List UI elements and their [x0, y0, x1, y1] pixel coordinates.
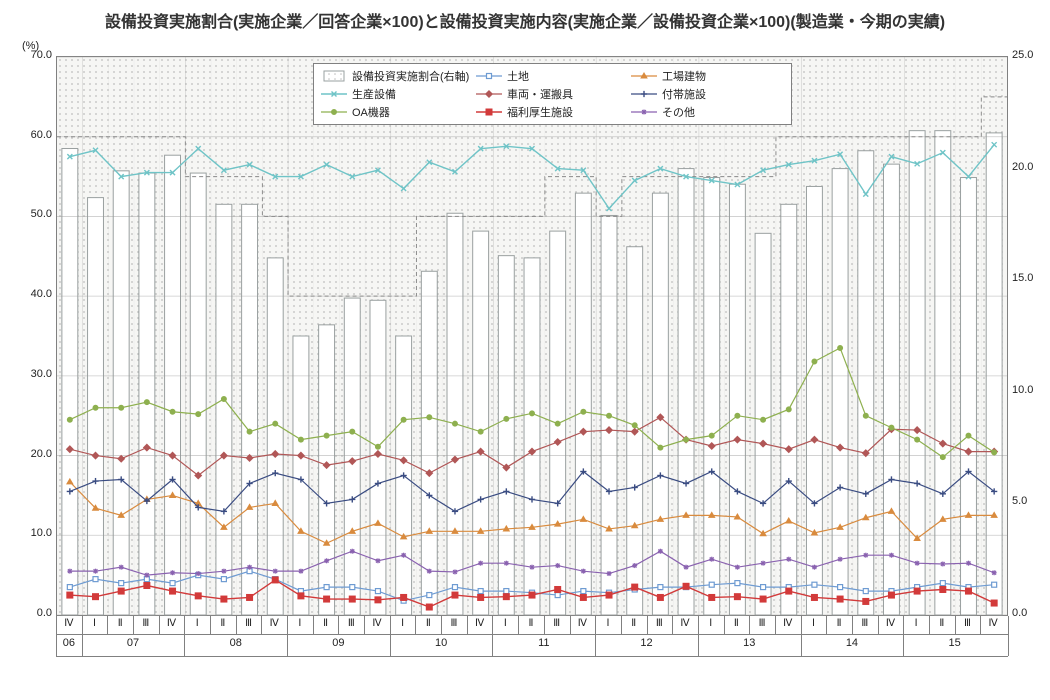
x-quarter-label: Ⅰ: [709, 618, 712, 629]
x-quarter-label: Ⅱ: [631, 618, 636, 629]
x-quarter-label: Ⅲ: [759, 618, 766, 629]
y-left-tick: 10.0: [12, 527, 52, 539]
lines-layer: [57, 57, 1007, 615]
y-right-tick: 25.0: [1012, 49, 1050, 61]
y-left-tick: 50.0: [12, 208, 52, 220]
y-left-tick: 20.0: [12, 448, 52, 460]
x-quarter-label: Ⅳ: [372, 618, 381, 629]
legend-item-production: 生産設備: [320, 85, 475, 103]
x-quarter-label: Ⅰ: [401, 618, 404, 629]
legend-item-other: その他: [630, 103, 785, 121]
y-left-tick: 30.0: [12, 368, 52, 380]
x-year-label: 11: [538, 637, 549, 649]
x-quarter-label: Ⅱ: [426, 618, 431, 629]
y-right-tick: 0.0: [1012, 607, 1050, 619]
x-quarter-label: Ⅱ: [837, 618, 842, 629]
x-year-label: 09: [332, 637, 344, 649]
x-quarter-label: Ⅰ: [93, 618, 96, 629]
y-left-tick: 0.0: [12, 607, 52, 619]
x-quarter-label: Ⅲ: [861, 618, 868, 629]
x-year-label: 13: [743, 637, 755, 649]
x-quarter-label: Ⅳ: [680, 618, 689, 629]
x-year-label: 08: [230, 637, 242, 649]
y-left-tick: 70.0: [12, 49, 52, 61]
x-quarter-label: Ⅱ: [323, 618, 328, 629]
x-quarter-label: Ⅲ: [142, 618, 149, 629]
chart-container: 設備投資実施割合(実施企業／回答企業×100)と設備投資実施内容(実施企業／設備…: [0, 0, 1050, 700]
x-quarter-label: Ⅲ: [348, 618, 355, 629]
x-quarter-label: Ⅲ: [553, 618, 560, 629]
x-quarter-label: Ⅱ: [118, 618, 123, 629]
legend-item-bar: 設備投資実施割合(右軸): [320, 67, 475, 85]
x-quarter-label: Ⅱ: [529, 618, 534, 629]
y-right-tick: 10.0: [1012, 384, 1050, 396]
x-year-label: 10: [435, 637, 447, 649]
legend-item-land: 土地: [475, 67, 630, 85]
x-quarter-label: Ⅰ: [607, 618, 610, 629]
chart-title: 設備投資実施割合(実施企業／回答企業×100)と設備投資実施内容(実施企業／設備…: [0, 8, 1050, 32]
x-quarter-label: Ⅳ: [989, 618, 998, 629]
legend-item-factory: 工場建物: [630, 67, 785, 85]
y-right-tick: 15.0: [1012, 272, 1050, 284]
x-quarter-label: Ⅳ: [578, 618, 587, 629]
x-quarter-label: Ⅰ: [915, 618, 918, 629]
x-quarter-label: Ⅰ: [812, 618, 815, 629]
legend-item-vehicle: 車両・運搬具: [475, 85, 630, 103]
x-year-label: 06: [63, 637, 75, 649]
x-quarter-label: Ⅱ: [734, 618, 739, 629]
y-left-tick: 40.0: [12, 288, 52, 300]
legend-item-welfare: 福利厚生施設: [475, 103, 630, 121]
x-quarter-label: Ⅱ: [939, 618, 944, 629]
y-left-tick: 60.0: [12, 129, 52, 141]
x-quarter-label: Ⅳ: [270, 618, 279, 629]
x-quarter-label: Ⅳ: [886, 618, 895, 629]
y-right-tick: 20.0: [1012, 161, 1050, 173]
x-quarter-label: Ⅳ: [783, 618, 792, 629]
x-year-label: 12: [640, 637, 652, 649]
legend-item-oa: OA機器: [320, 103, 475, 121]
x-quarter-label: Ⅰ: [196, 618, 199, 629]
x-year-label: 15: [949, 637, 961, 649]
x-quarter-label: Ⅳ: [475, 618, 484, 629]
x-quarter-label: Ⅱ: [220, 618, 225, 629]
legend-item-ancillary: 付帯施設: [630, 85, 785, 103]
y-right-tick: 5.0: [1012, 495, 1050, 507]
legend-box: 設備投資実施割合(右軸)土地工場建物生産設備車両・運搬具付帯施設 OA機器福利厚生…: [313, 63, 792, 125]
x-quarter-label: Ⅳ: [64, 618, 73, 629]
x-quarter-label: Ⅰ: [298, 618, 301, 629]
x-quarter-label: Ⅲ: [964, 618, 971, 629]
plot-area: 設備投資実施割合(右軸)土地工場建物生産設備車両・運搬具付帯施設 OA機器福利厚生…: [56, 56, 1008, 616]
x-quarter-label: Ⅳ: [167, 618, 176, 629]
x-quarter-label: Ⅲ: [245, 618, 252, 629]
x-quarter-label: Ⅰ: [504, 618, 507, 629]
x-year-label: 14: [846, 637, 858, 649]
x-quarter-label: Ⅲ: [656, 618, 663, 629]
x-quarter-label: Ⅲ: [451, 618, 458, 629]
x-year-label: 07: [127, 637, 139, 649]
